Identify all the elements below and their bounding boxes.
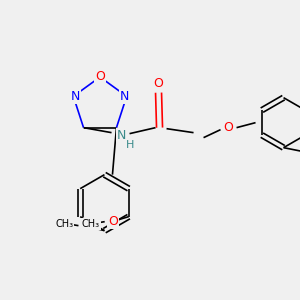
Text: O: O	[95, 70, 105, 83]
Text: CH₃: CH₃	[56, 219, 74, 229]
Text: N: N	[71, 90, 80, 103]
Text: O: O	[108, 215, 118, 228]
Text: H: H	[126, 140, 135, 150]
Text: N: N	[117, 129, 126, 142]
Text: CH₃: CH₃	[82, 219, 100, 229]
Text: O: O	[224, 121, 233, 134]
Text: N: N	[120, 90, 129, 103]
Text: O: O	[154, 77, 164, 90]
Text: O: O	[82, 219, 92, 232]
